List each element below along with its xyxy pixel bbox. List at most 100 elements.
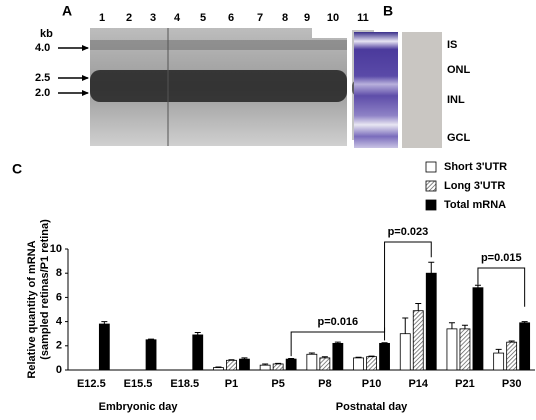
annotation: p=0.016	[318, 316, 359, 328]
legend-swatch	[425, 161, 437, 173]
x-tick-label: P14	[408, 378, 428, 390]
lane-label: 3	[150, 12, 156, 24]
bar-chart: 0 2 4 6 8 10 Relative quantity of mRNA (sampled…	[26, 161, 535, 413]
panel-letter: B	[383, 3, 393, 19]
lane-label: 11	[357, 12, 369, 24]
bar	[226, 359, 237, 371]
lane-label: 5	[200, 12, 206, 24]
control-section	[402, 32, 442, 148]
bar	[285, 358, 297, 371]
error-bar	[275, 362, 282, 364]
x-tick-label: P1	[225, 378, 238, 390]
x-tick-label: E12.5	[77, 378, 106, 390]
annotation: p=0.015	[481, 252, 522, 264]
x-tick-label: E15.5	[124, 378, 153, 390]
bar	[259, 364, 271, 371]
error-bar	[148, 338, 155, 340]
error-bar	[402, 317, 409, 334]
error-bar	[241, 357, 248, 360]
layer-label: ONL	[447, 64, 471, 76]
bar	[379, 342, 390, 371]
error-bar	[321, 356, 328, 358]
bar	[192, 334, 204, 371]
bar	[472, 287, 484, 371]
bar	[493, 352, 505, 371]
error-bar	[521, 321, 528, 323]
legend-label: Short 3'UTR	[444, 161, 507, 173]
bar	[272, 363, 284, 371]
lane-label: 6	[228, 12, 234, 24]
bar	[213, 367, 224, 371]
x-tick-label: P10	[362, 378, 382, 390]
bar	[98, 323, 110, 371]
layer-label: GCL	[447, 132, 471, 144]
bar	[319, 357, 331, 371]
annotation: p=0.023	[388, 226, 429, 238]
size-label: 2.5	[35, 72, 50, 84]
panel-letter: C	[12, 161, 22, 177]
x-tick-label: P30	[502, 378, 522, 390]
error-bar	[355, 356, 362, 358]
arrow-head	[82, 45, 89, 51]
bar	[412, 310, 424, 371]
error-bar	[415, 302, 422, 311]
bar	[306, 353, 318, 371]
legend-label: Long 3'UTR	[444, 180, 505, 192]
error-bar	[334, 341, 341, 344]
layer-label: INL	[447, 94, 465, 106]
lane-label: 1	[99, 12, 105, 24]
legend-label: Total mRNA	[444, 199, 506, 211]
y-axis-label: Relative quantity of mRNA	[26, 240, 38, 378]
error-bar	[194, 331, 201, 335]
error-bar	[308, 352, 315, 355]
lane-label: 10	[327, 12, 339, 24]
bar	[239, 358, 250, 371]
y-tick-label: 4	[56, 316, 63, 328]
bar	[332, 342, 344, 371]
unit: kb	[40, 28, 53, 40]
y-tick-label: 6	[56, 291, 62, 303]
bar	[446, 328, 458, 371]
x-tick-label: P5	[271, 378, 284, 390]
layer-labels: IS ONL INL GCL	[447, 39, 471, 144]
error-bar	[508, 340, 515, 343]
lane-label: 7	[257, 12, 263, 24]
y-tick-label: 8	[56, 267, 62, 279]
significance-bracket	[384, 241, 432, 341]
y-tick-label: 10	[50, 243, 62, 255]
arrow-head	[82, 75, 89, 81]
stained-section	[354, 32, 398, 148]
layer-label: IS	[447, 39, 457, 51]
bar	[145, 339, 157, 371]
size-label: 2.0	[35, 87, 50, 99]
error-bar	[288, 358, 295, 360]
bar	[366, 356, 377, 371]
error-bar	[428, 261, 435, 274]
x-tick-label: P8	[318, 378, 331, 390]
significance-bracket	[477, 267, 526, 307]
bar	[425, 272, 437, 371]
blot-labels: 1 2 3 4 5 6 7 8 9 10 11 4.0 2.5 2.0	[35, 12, 369, 99]
y-tick-label: 0	[56, 364, 62, 376]
error-bar	[461, 324, 468, 329]
error-bar	[368, 355, 375, 357]
lane-label: 4	[174, 12, 181, 24]
group-label: Postnatal day	[336, 401, 408, 413]
y-tick-label: 2	[56, 340, 62, 352]
legend-swatch	[425, 199, 437, 211]
error-bar	[215, 366, 222, 368]
error-bar	[495, 348, 502, 354]
size-label: 4.0	[35, 42, 50, 54]
lane-label: 2	[126, 12, 132, 24]
lane-label: 8	[282, 12, 288, 24]
error-bar	[262, 363, 269, 366]
error-bar	[448, 322, 455, 329]
blot	[90, 28, 374, 146]
bar	[353, 357, 364, 371]
x-tick-label: P21	[455, 378, 475, 390]
legend-swatch	[425, 180, 437, 192]
bar	[459, 328, 471, 371]
error-bar	[228, 359, 235, 361]
panel-letter: A	[62, 3, 72, 19]
